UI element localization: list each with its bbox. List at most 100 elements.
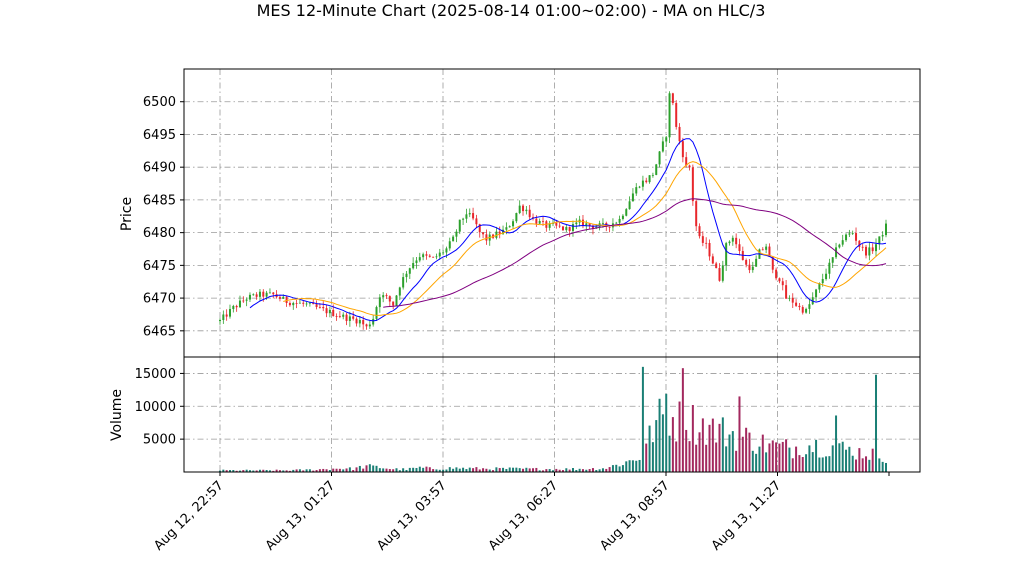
candle-body [219, 319, 221, 321]
candle-body [465, 214, 468, 219]
candle-body [355, 318, 358, 324]
volume-bar [625, 461, 628, 472]
volume-bar [512, 467, 515, 472]
volume-bar [332, 468, 335, 472]
candle-body [482, 232, 485, 235]
candle-body [845, 234, 848, 241]
candle-body [728, 241, 731, 244]
candle-body [558, 225, 561, 227]
volume-bar [838, 443, 841, 472]
candle-body [415, 260, 418, 264]
volume-bar [375, 465, 378, 472]
x-tick-label: Aug 13, 08:57 [597, 478, 673, 554]
candle-body [468, 213, 471, 215]
volume-bar [588, 469, 591, 472]
candle-body [641, 180, 644, 187]
volume-bar [668, 435, 671, 472]
candle-body [398, 287, 401, 296]
volume-bar [462, 467, 465, 472]
candle-body [548, 223, 551, 228]
candle-body [352, 316, 355, 319]
candle-body [328, 309, 331, 314]
candle-body [561, 226, 564, 231]
candle-body [315, 304, 318, 307]
x-ticks: Aug 12, 22:57 Aug 13, 01:27 Aug 13, 03:57 A… [151, 472, 890, 554]
candle-body [865, 246, 868, 256]
candle-body [258, 291, 261, 297]
volume-bar [705, 444, 708, 472]
candle-body [518, 205, 521, 214]
volume-bar [422, 467, 425, 472]
volume-bar [791, 458, 794, 472]
candle-body [841, 240, 844, 245]
volume-bar [458, 468, 461, 472]
candle-body [225, 314, 228, 317]
volume-bar [801, 457, 804, 472]
candle-body [625, 209, 628, 216]
volume-bar [295, 469, 298, 472]
volume-bar [432, 469, 435, 472]
candle-body [851, 233, 854, 234]
price-y-axis-label: Price [119, 197, 135, 231]
candle-body [475, 218, 478, 225]
candle-body [575, 222, 578, 225]
volume-bar [568, 469, 571, 472]
ma-slow-line [383, 198, 887, 308]
price-y-tick-label: 6465 [143, 324, 176, 339]
volume-bar [305, 469, 308, 472]
volume-bar [445, 469, 448, 472]
x-tick-label: Aug 13, 06:27 [486, 478, 562, 554]
candle-body [655, 164, 658, 175]
volume-bar [578, 468, 581, 472]
volume-bar [238, 470, 241, 472]
volume-bar [841, 441, 844, 472]
volume-bar [545, 469, 548, 472]
volume-bar [785, 439, 788, 472]
volume-bar [651, 442, 654, 472]
candle-body [378, 297, 381, 308]
candle-body [395, 295, 398, 306]
candle-body [778, 278, 781, 282]
candle-body [685, 157, 688, 166]
volume-bar [871, 448, 874, 472]
volume-bar [232, 470, 235, 472]
candle-body [292, 302, 295, 306]
volume-bar [728, 434, 731, 472]
volume-bar [542, 470, 545, 472]
candle-body [282, 296, 285, 299]
volume-bar [435, 469, 438, 472]
volume-bar [358, 465, 361, 472]
volume-bar [352, 470, 355, 472]
candle-body [495, 231, 498, 238]
volume-bar [242, 470, 245, 472]
candle-body [855, 233, 858, 241]
volume-bar [755, 453, 758, 472]
candle-body [245, 299, 248, 301]
volume-bar [219, 470, 221, 472]
x-tick-label: Aug 12, 22:57 [151, 478, 227, 554]
candle-body [731, 237, 734, 242]
candle-body [618, 218, 621, 223]
candle-body [838, 244, 841, 248]
candle-body [452, 236, 455, 242]
candle-body [228, 309, 231, 317]
candle-body [795, 302, 798, 306]
volume-bar [412, 467, 415, 472]
volume-bar [368, 464, 371, 472]
volume-y-axis-label: Volume [109, 389, 125, 441]
volume-bar [718, 423, 721, 472]
volume-bar [515, 467, 518, 472]
candle-body [318, 306, 321, 308]
volume-bar [298, 469, 301, 472]
candle-body [691, 167, 694, 202]
price-grid [184, 69, 920, 357]
volume-bar [498, 468, 501, 472]
volume-bar [618, 466, 621, 472]
volume-bar [878, 458, 881, 472]
volume-bar [695, 444, 698, 472]
candle-body [585, 223, 588, 227]
volume-bar [262, 469, 265, 472]
volume-bar [831, 445, 834, 472]
candle-body [325, 308, 328, 314]
